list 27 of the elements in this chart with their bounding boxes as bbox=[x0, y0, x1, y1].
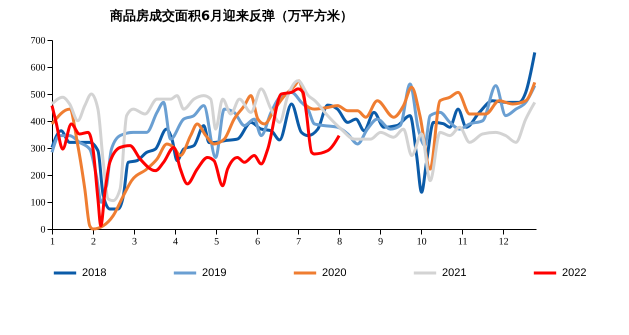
legend-label: 2018 bbox=[82, 267, 106, 279]
x-tick-label: 7 bbox=[296, 236, 302, 248]
x-tick-label: 5 bbox=[214, 236, 220, 248]
x-tick-label: 3 bbox=[132, 236, 138, 248]
legend-label: 2020 bbox=[322, 267, 346, 279]
y-tick-label: 200 bbox=[30, 170, 46, 182]
x-tick-label: 8 bbox=[337, 236, 342, 248]
x-tick-label: 12 bbox=[498, 236, 509, 248]
y-tick-label: 700 bbox=[30, 36, 46, 46]
x-tick-label: 2 bbox=[91, 236, 96, 248]
y-tick-label: 0 bbox=[40, 224, 46, 236]
legend-label: 2021 bbox=[442, 267, 466, 279]
y-tick-label: 500 bbox=[30, 90, 46, 100]
legend-label: 2019 bbox=[202, 267, 226, 279]
legend-label: 2022 bbox=[562, 267, 586, 279]
x-tick-label: 11 bbox=[458, 236, 468, 248]
x-tick-label: 6 bbox=[255, 236, 260, 248]
y-tick-label: 100 bbox=[30, 198, 46, 208]
x-tick-label: 9 bbox=[378, 236, 384, 248]
y-tick-label: 600 bbox=[30, 62, 46, 74]
x-tick-label: 4 bbox=[173, 236, 178, 248]
x-tick-label: 1 bbox=[50, 236, 55, 248]
line-series bbox=[50, 87, 341, 228]
chart-title: 商品房成交面积6月迎来反弹（万平方米） bbox=[109, 8, 354, 24]
y-tick-label: 300 bbox=[30, 144, 46, 154]
x-tick-label: 10 bbox=[416, 236, 427, 248]
y-tick-label: 400 bbox=[30, 116, 46, 128]
